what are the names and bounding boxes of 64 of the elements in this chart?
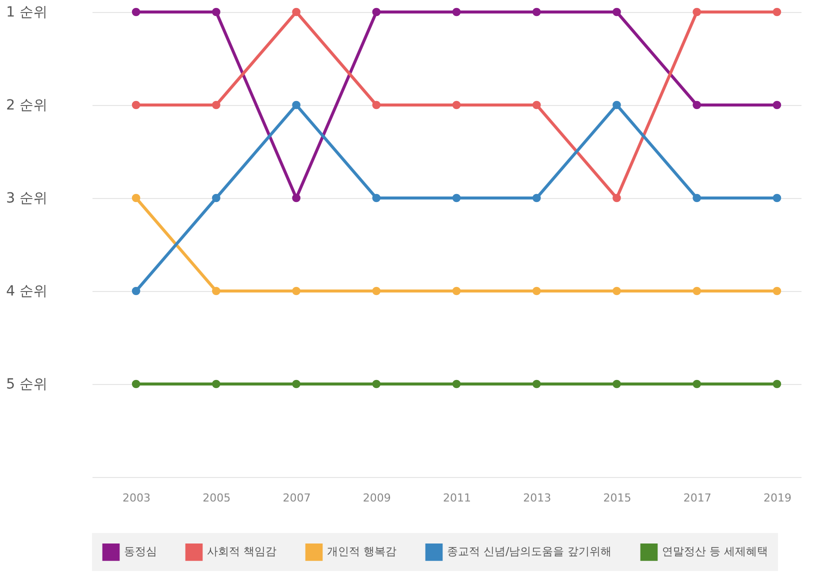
point bbox=[292, 194, 300, 202]
y-tick-label: 4 순위 bbox=[6, 284, 48, 300]
point bbox=[292, 100, 300, 110]
point bbox=[692, 286, 702, 296]
point bbox=[532, 286, 541, 296]
point bbox=[212, 194, 220, 202]
point bbox=[532, 100, 541, 110]
x-tick-label: 2003 bbox=[122, 492, 151, 504]
point bbox=[132, 8, 140, 16]
point bbox=[692, 100, 702, 110]
point bbox=[132, 194, 140, 202]
point bbox=[452, 286, 461, 296]
point bbox=[372, 286, 381, 296]
point bbox=[692, 380, 702, 388]
point bbox=[212, 286, 220, 296]
x-tick-label: 2007 bbox=[282, 492, 311, 504]
point bbox=[452, 380, 461, 388]
x-tick-label: 2013 bbox=[523, 492, 552, 504]
x-tick-label: 2005 bbox=[202, 492, 231, 504]
x-tick-label: 2015 bbox=[603, 492, 632, 504]
point bbox=[452, 8, 461, 16]
x-tick-label: 2009 bbox=[362, 492, 391, 504]
y-tick-label: 3 순위 bbox=[6, 190, 48, 206]
point bbox=[692, 8, 702, 16]
point bbox=[212, 8, 220, 16]
point bbox=[132, 286, 140, 296]
point bbox=[132, 100, 140, 110]
point bbox=[612, 8, 621, 16]
point bbox=[452, 100, 461, 110]
legend-label: 동정심 bbox=[124, 545, 157, 558]
point bbox=[372, 380, 381, 388]
point bbox=[292, 8, 300, 16]
point bbox=[532, 380, 541, 388]
point bbox=[772, 100, 782, 110]
legend-label: 사회적 책임감 bbox=[207, 545, 276, 558]
point bbox=[212, 380, 220, 388]
point bbox=[772, 380, 782, 388]
point bbox=[292, 380, 300, 388]
x-tick-label: 2017 bbox=[683, 492, 712, 504]
point bbox=[612, 286, 621, 296]
point bbox=[372, 194, 381, 202]
point bbox=[772, 8, 782, 16]
x-tick-label: 2019 bbox=[763, 492, 792, 504]
point bbox=[692, 194, 702, 202]
point bbox=[532, 194, 541, 202]
point bbox=[772, 194, 782, 202]
point bbox=[772, 286, 782, 296]
legend-label: 개인적 행복감 bbox=[327, 545, 396, 558]
point bbox=[452, 194, 461, 202]
y-tick-label: 5 순위 bbox=[6, 376, 48, 392]
point bbox=[292, 286, 300, 296]
x-tick-label: 2011 bbox=[443, 492, 472, 504]
point bbox=[372, 8, 381, 16]
point bbox=[532, 8, 541, 16]
point bbox=[372, 100, 381, 110]
point bbox=[132, 380, 140, 388]
point bbox=[612, 100, 621, 110]
point bbox=[212, 100, 220, 110]
y-tick-label: 2 순위 bbox=[6, 98, 48, 114]
point bbox=[612, 194, 621, 202]
point bbox=[612, 380, 621, 388]
y-tick-label: 1 순위 bbox=[6, 4, 48, 20]
legend-label: 종교적 신념/남의도움을 갚기위해 bbox=[447, 545, 612, 558]
legend-label: 연말정산 등 세제혜택 bbox=[662, 545, 768, 558]
